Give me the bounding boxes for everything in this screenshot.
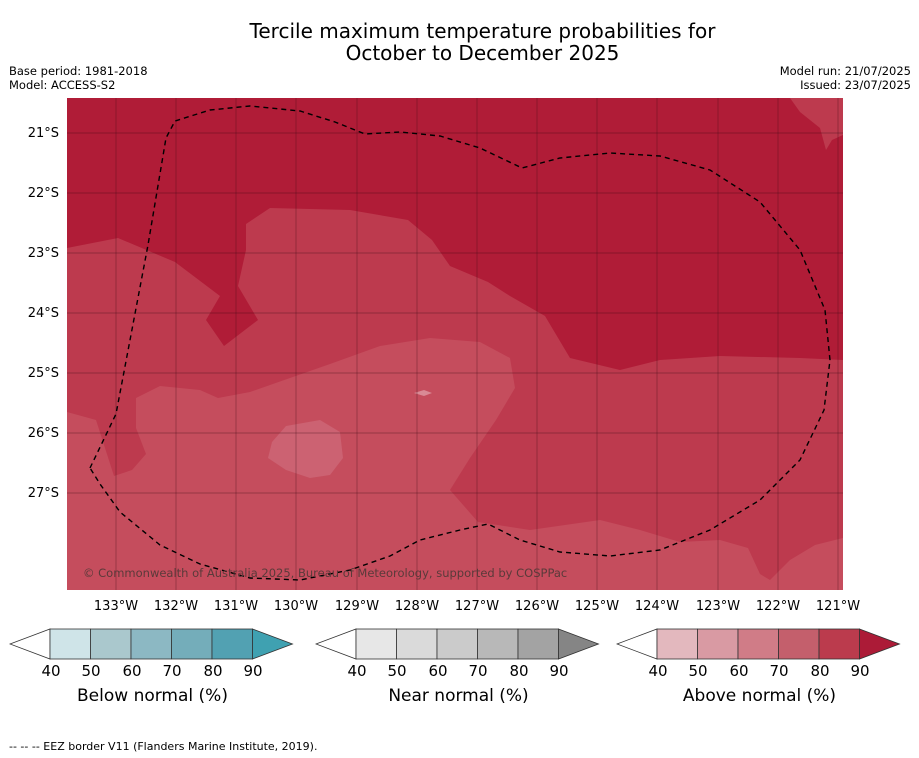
- lon-label: 129°W: [334, 599, 380, 614]
- colorbar-tick: 70: [769, 662, 789, 680]
- region-small-patch: [414, 390, 432, 396]
- lat-label: 22°S: [27, 186, 59, 201]
- colorbar-tick: 80: [509, 662, 529, 680]
- eez-footnote: -- -- -- EEZ border V11 (Flanders Marine…: [9, 740, 318, 753]
- lat-label: 26°S: [27, 426, 59, 441]
- model-run-text: Model run: 21/07/2025: [779, 64, 911, 78]
- lon-label: 125°W: [574, 599, 620, 614]
- meta-right: Model run: 21/07/2025 Issued: 23/07/2025: [780, 64, 911, 92]
- colorbar-segment: [656, 628, 698, 660]
- lon-label: 121°W: [815, 599, 861, 614]
- colorbar-over-triangle: [252, 628, 294, 660]
- colorbar-tick: 70: [468, 662, 488, 680]
- colorbar-segment: [778, 628, 820, 660]
- chart-title: Tercile maximum temperature probabilitie…: [0, 20, 919, 64]
- model-text: Model: ACCESS-S2: [9, 78, 116, 92]
- eez-border-line: [89, 105, 831, 581]
- colorbar-tick: 80: [810, 662, 830, 680]
- colorbar-tick: 90: [549, 662, 569, 680]
- region-corner-light: [790, 98, 843, 150]
- colorbar-segment: [49, 628, 91, 660]
- colorbar-tick: 60: [428, 662, 448, 680]
- colorbar-segment: [477, 628, 519, 660]
- colorbar-tick: 70: [162, 662, 182, 680]
- colorbar-near-normal: [315, 628, 600, 660]
- colorbar-tick: 50: [81, 662, 101, 680]
- colorbar-over-triangle: [859, 628, 901, 660]
- colorbar-segment: [130, 628, 172, 660]
- colorbar-tick: 60: [122, 662, 142, 680]
- title-line-2: October to December 2025: [345, 41, 620, 65]
- region-lighter: [268, 420, 343, 478]
- colorbar-segment: [737, 628, 779, 660]
- colorbar-under-triangle: [315, 628, 357, 660]
- title-line-1: Tercile maximum temperature probabilitie…: [249, 19, 716, 43]
- colorbar-segment: [396, 628, 438, 660]
- lat-label: 25°S: [27, 366, 59, 381]
- colorbar-segment: [211, 628, 253, 660]
- colorbar-tick: 50: [387, 662, 407, 680]
- lon-label: 132°W: [153, 599, 199, 614]
- colorbar-title-near: Near normal (%): [388, 686, 529, 706]
- issued-text: Issued: 23/07/2025: [800, 78, 911, 92]
- colorbar-under-triangle: [616, 628, 658, 660]
- colorbar-tick: 90: [243, 662, 263, 680]
- colorbar-title-above: Above normal (%): [682, 686, 837, 706]
- graticule: [67, 98, 843, 590]
- colorbar-over-triangle: [558, 628, 600, 660]
- colorbar-below-normal: [9, 628, 294, 660]
- colorbar-tick: 40: [41, 662, 61, 680]
- colorbar-tick: 40: [347, 662, 367, 680]
- lat-label: 23°S: [27, 246, 59, 261]
- colorbar-segment: [818, 628, 860, 660]
- lat-label: 21°S: [27, 126, 59, 141]
- colorbar-tick: 50: [688, 662, 708, 680]
- colorbar-tick: 80: [203, 662, 223, 680]
- colorbar-tick: 60: [729, 662, 749, 680]
- colorbar-segment: [171, 628, 213, 660]
- colorbar-segment: [517, 628, 559, 660]
- region-light: [67, 338, 843, 590]
- colorbar-segment: [90, 628, 132, 660]
- lon-label: 131°W: [213, 599, 259, 614]
- lon-label: 126°W: [514, 599, 560, 614]
- lon-label: 128°W: [394, 599, 440, 614]
- colorbar-tick: 90: [850, 662, 870, 680]
- colorbar-under-triangle: [9, 628, 51, 660]
- meta-left: Base period: 1981-2018 Model: ACCESS-S2: [9, 64, 148, 92]
- lat-label: 27°S: [27, 486, 59, 501]
- colorbar-segment: [436, 628, 478, 660]
- lon-label: 130°W: [273, 599, 319, 614]
- colorbar-above-normal: [616, 628, 901, 660]
- lon-label: 124°W: [634, 599, 680, 614]
- lon-label: 133°W: [93, 599, 139, 614]
- lon-label: 127°W: [454, 599, 500, 614]
- colorbar-segment: [355, 628, 397, 660]
- colorbar-tick: 40: [648, 662, 668, 680]
- colorbar-title-below: Below normal (%): [77, 686, 228, 706]
- colorbar-segment: [697, 628, 739, 660]
- lon-label: 123°W: [695, 599, 741, 614]
- base-period-text: Base period: 1981-2018: [9, 64, 148, 78]
- copyright-notice: © Commonwealth of Australia 2025, Bureau…: [83, 566, 568, 580]
- map-field: [67, 98, 843, 590]
- lon-label: 122°W: [755, 599, 801, 614]
- lat-label: 24°S: [27, 306, 59, 321]
